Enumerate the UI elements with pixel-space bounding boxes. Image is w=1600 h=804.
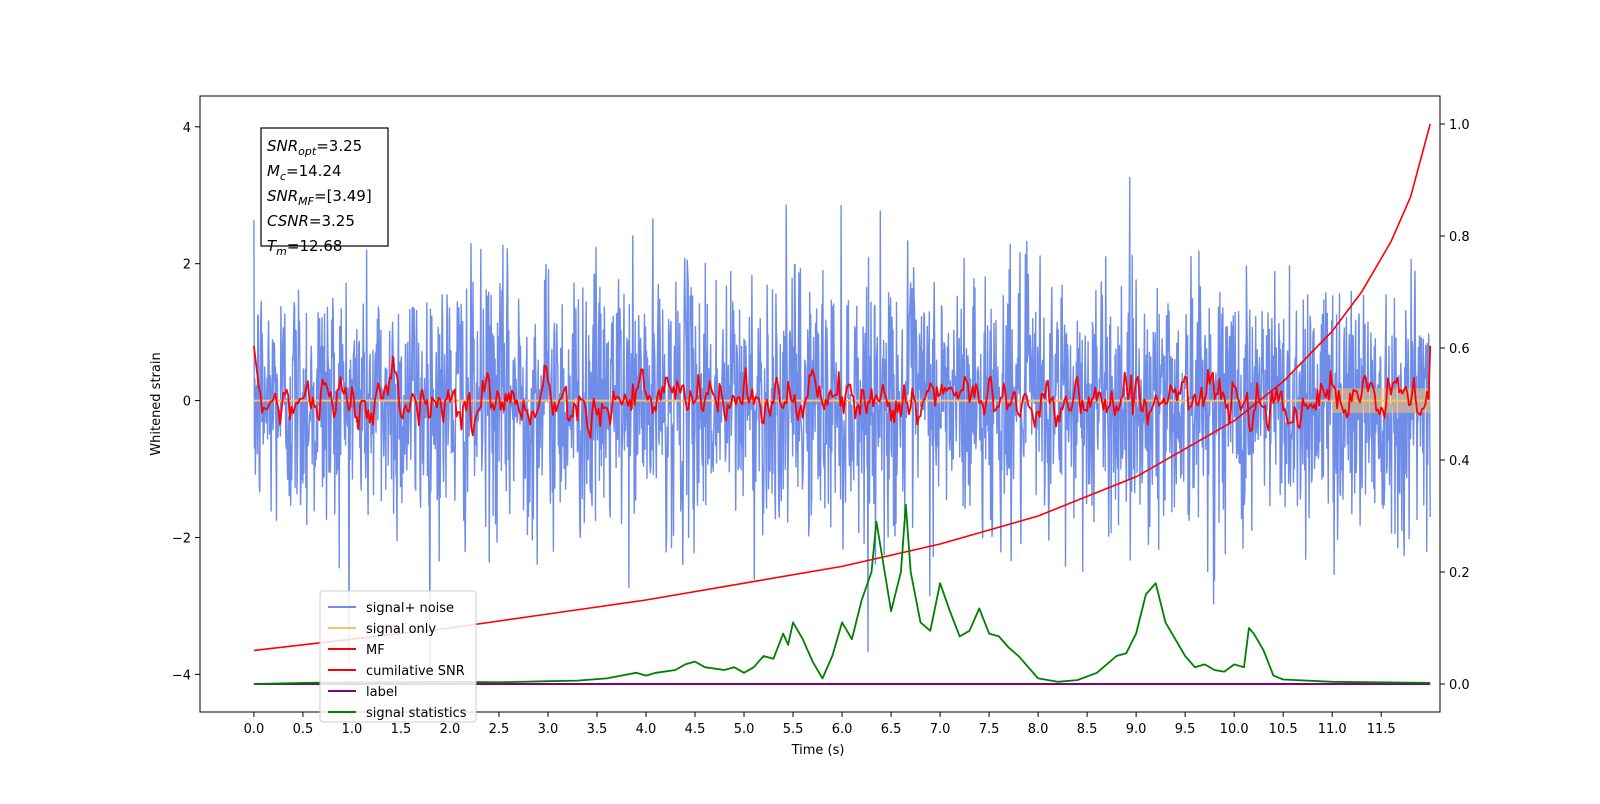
annotation-line: Tm=12.68 (267, 237, 342, 258)
series-mf-line (253, 345, 1432, 440)
x-tick-label: 7.0 (930, 722, 951, 737)
x-tick-label: 1.5 (391, 722, 412, 737)
x-tick-label: 1.0 (342, 722, 363, 737)
x-tick-label: 9.5 (1175, 722, 1196, 737)
y-tick-label: −4 (172, 668, 191, 683)
legend-frame (319, 590, 477, 723)
plot-frame (199, 95, 1441, 713)
annotation-box-frame (260, 127, 389, 247)
x-tick-label: 8.5 (1077, 722, 1098, 737)
x-tick-label: 4.5 (685, 722, 706, 737)
x-tick-label: 9.0 (1126, 722, 1147, 737)
plot-area (253, 123, 1432, 685)
series-signal-noise-line (253, 176, 1431, 674)
annotation-line: SNRMF=[3.49] (267, 187, 372, 208)
y2-tick-label: 0.8 (1449, 230, 1470, 245)
legend-label: label (366, 685, 397, 700)
legend-label: signal+ noise (366, 601, 454, 616)
annotation-symbol: T (267, 237, 278, 255)
x-tick-label: 3.5 (587, 722, 608, 737)
series-signal-statistics-line (253, 503, 1431, 685)
y2-tick-label: 0.0 (1449, 678, 1470, 693)
series-cumulative-snr-line (253, 123, 1431, 652)
y2-tick-label: 1.0 (1449, 118, 1470, 133)
annotation-symbol: SNR (267, 137, 298, 155)
annotation-line: CSNR=3.25 (267, 212, 355, 230)
x-tick-label: 2.5 (489, 722, 510, 737)
x-tick-label: 10.5 (1269, 722, 1298, 737)
annotation-subscript: opt (298, 145, 317, 158)
y-tick-label: 2 (183, 258, 191, 273)
annotation-subscript: MF (298, 195, 314, 208)
annotation-value: =[3.49] (314, 187, 372, 205)
x-tick-label: 10.0 (1220, 722, 1249, 737)
annotation-value: =3.25 (309, 212, 355, 230)
x-tick-label: 11.0 (1318, 722, 1347, 737)
annotation-value: =12.68 (287, 237, 343, 255)
x-tick-label: 8.0 (1028, 722, 1049, 737)
x-tick-label: 4.0 (636, 722, 657, 737)
y-tick-label: 0 (183, 395, 191, 410)
y-axis-left: 4 2 0 −2 −4 (172, 121, 200, 683)
legend-label: signal only (366, 622, 436, 637)
x-tick-label: 6.5 (881, 722, 902, 737)
annotation-value: =3.25 (316, 137, 362, 155)
y2-tick-label: 0.6 (1449, 342, 1470, 357)
annotation-line: SNRopt=3.25 (267, 137, 362, 158)
annotation-box: SNRopt=3.25Mc=14.24SNRMF=[3.49]CSNR=3.25… (260, 127, 389, 258)
x-tick-label: 6.0 (832, 722, 853, 737)
y-tick-label: 4 (183, 121, 191, 136)
x-tick-label: 11.5 (1367, 722, 1396, 737)
y-tick-label: −2 (172, 531, 191, 546)
legend-label: MF (366, 643, 385, 658)
annotation-symbol: M (267, 162, 280, 180)
y-axis-right: 1.0 0.8 0.6 0.4 0.2 0.0 (1440, 118, 1470, 693)
x-tick-label: 7.5 (979, 722, 1000, 737)
x-tick-label: 5.5 (783, 722, 804, 737)
annotation-symbol: CSNR (267, 212, 309, 230)
x-tick-label: 2.0 (440, 722, 461, 737)
annotation-line: Mc=14.24 (267, 162, 342, 183)
x-tick-label: 0.5 (293, 722, 314, 737)
x-tick-label: 0.0 (244, 722, 265, 737)
annotation-value: =14.24 (286, 162, 342, 180)
annotation-subscript: m (276, 245, 287, 258)
y2-tick-label: 0.2 (1449, 566, 1470, 581)
legend-label: cumilative SNR (366, 664, 465, 679)
x-axis-label: Time (s) (791, 743, 845, 758)
x-tick-label: 3.0 (538, 722, 559, 737)
legend: signal+ noise signal only MF cumilative SNR… (319, 590, 477, 723)
x-axis: 0.0 0.5 1.0 1.5 2.0 2.5 3.0 3.5 4.0 4.5 5.0 5.5 6.0 6… (244, 712, 1396, 737)
x-tick-label: 5.0 (734, 722, 755, 737)
legend-label: signal statistics (366, 706, 467, 721)
annotation-symbol: SNR (267, 187, 298, 205)
y-axis-label: Whitened strain (149, 352, 164, 455)
y2-tick-label: 0.4 (1449, 454, 1470, 469)
annotation-subscript: c (280, 170, 286, 183)
